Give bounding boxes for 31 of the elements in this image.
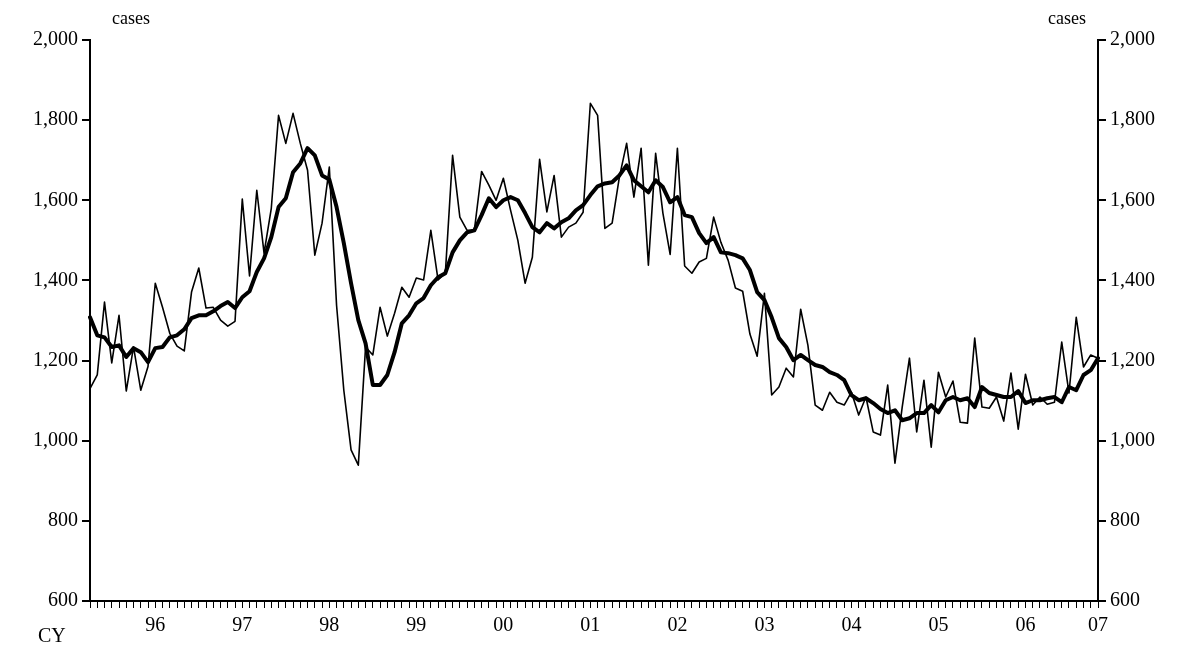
y-tick-label: 600: [48, 588, 78, 611]
x-tick-label: 01: [580, 613, 601, 636]
y2-axis-title: cases: [1048, 7, 1086, 28]
x-tick-label: 99: [406, 613, 427, 636]
x-tick-label: 05: [928, 613, 949, 636]
x-tick-label: 02: [667, 613, 688, 636]
y2-tick-label: 1,000: [1110, 427, 1155, 450]
x-tick-label: 06: [1015, 613, 1036, 636]
y2-tick-label: 1,600: [1110, 187, 1155, 210]
x-tick-label: 03: [754, 613, 775, 636]
y2-tick-label: 1,200: [1110, 347, 1155, 370]
y-tick-label: 1,600: [33, 187, 78, 210]
y-tick-label: 1,200: [33, 347, 78, 370]
y2-tick-label: 2,000: [1110, 27, 1155, 50]
y2-tick-label: 1,400: [1110, 267, 1155, 290]
y-axis-title: cases: [112, 7, 150, 28]
x-tick-label: 00: [493, 613, 514, 636]
y2-tick-label: 600: [1110, 588, 1140, 611]
x-tick-label: 04: [841, 613, 862, 636]
y-tick-label: 800: [48, 508, 78, 531]
x-axis-title: CY: [38, 624, 66, 647]
x-tick-label: 98: [319, 613, 340, 636]
y-tick-label: 2,000: [33, 27, 78, 50]
x-tick-label: 97: [232, 613, 253, 636]
x-tick-label: 96: [145, 613, 166, 636]
y2-tick-label: 1,800: [1110, 107, 1155, 130]
y2-tick-label: 800: [1110, 508, 1140, 531]
y-tick-label: 1,000: [33, 427, 78, 450]
x-tick-label: 07: [1088, 613, 1108, 636]
y-tick-label: 1,400: [33, 267, 78, 290]
y-tick-label: 1,800: [33, 107, 78, 130]
